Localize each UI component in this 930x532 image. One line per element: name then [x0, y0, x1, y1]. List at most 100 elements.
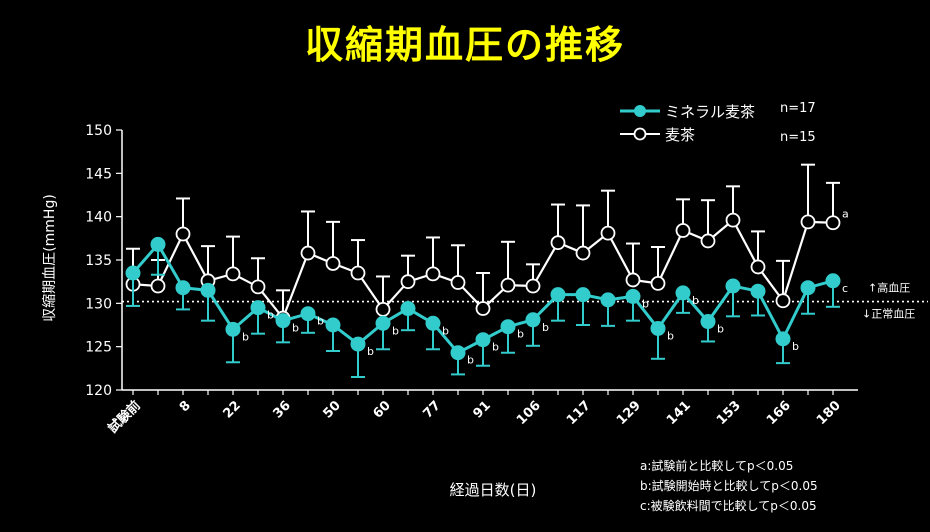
- mineral-barley-tea-point: [150, 236, 166, 252]
- mineral-barley-tea-annotation: b: [542, 321, 549, 334]
- mineral-barley-tea-annotation: b: [692, 294, 699, 307]
- mineral-barley-tea-annotation: b: [667, 329, 674, 342]
- barley-tea-point: [725, 212, 741, 228]
- mineral-barley-tea-point: [650, 320, 666, 336]
- barley-tea-point: [150, 278, 166, 294]
- barley-tea-point: [550, 235, 566, 251]
- reference-below-label: ↓正常血圧: [862, 307, 915, 321]
- barley-tea-point: [775, 293, 791, 309]
- x-tick-label: 117: [564, 398, 594, 428]
- mineral-barley-tea-point: [300, 306, 316, 322]
- barley-tea-point: [750, 259, 766, 275]
- x-tick-label: 91: [470, 398, 493, 421]
- barley-tea-point: [700, 233, 716, 249]
- x-tick-label: 8: [177, 398, 194, 415]
- footnote-a: a:試験前と比較してp＜0.05: [640, 459, 794, 473]
- footnote-c: c:被験飲料間で比較してp＜0.05: [640, 499, 817, 513]
- x-axis-label: 経過日数(日): [450, 481, 537, 499]
- x-tick-label: 77: [420, 398, 443, 421]
- mineral-barley-tea-point: [225, 321, 241, 337]
- barley-tea-point: [600, 225, 616, 241]
- x-tick-label: 129: [614, 398, 644, 428]
- mineral-barley-tea-point: [825, 273, 841, 289]
- mineral-barley-tea-point: [775, 331, 791, 347]
- mineral-barley-tea-point: [700, 314, 716, 330]
- mineral-barley-tea-annotation: b: [717, 323, 724, 336]
- barley-tea-point: [175, 226, 191, 242]
- reference-above-label: ↑高血圧: [868, 281, 910, 295]
- y-tick-label: 125: [85, 340, 112, 356]
- x-tick-label: 106: [514, 398, 544, 428]
- barley-tea-point: [825, 215, 841, 231]
- footnote-b: b:試験開始時と比較してp＜0.05: [640, 479, 818, 493]
- mineral-barley-tea-annotation: b: [267, 309, 274, 322]
- x-tick-label: 36: [270, 398, 293, 421]
- barley-tea-point: [575, 245, 591, 261]
- barley-tea-point: [250, 279, 266, 295]
- mineral-barley-tea-point: [175, 280, 191, 296]
- barley-tea-point: [475, 301, 491, 316]
- x-tick-label: 166: [764, 398, 794, 428]
- mineral-barley-tea-point: [400, 301, 416, 317]
- legend-mineral-label: ミネラル麦茶: [665, 103, 755, 121]
- x-tick-label: 60: [370, 398, 393, 421]
- series-mineral-barley-tea: b b b b b b b b b b b b b b b b c: [125, 236, 848, 378]
- x-tick-label: 180: [814, 398, 844, 428]
- mineral-barley-tea-point: [550, 287, 566, 303]
- mineral-barley-tea-point: [500, 319, 516, 335]
- mineral-barley-tea-point: [600, 292, 616, 308]
- barley-tea-point: [375, 301, 391, 317]
- barley-tea-point: [625, 272, 641, 288]
- mineral-barley-tea-point: [350, 336, 366, 352]
- mineral-barley-tea-point: [125, 265, 141, 281]
- mineral-barley-tea-annotation: c: [842, 282, 848, 295]
- barley-tea-point: [350, 265, 366, 281]
- mineral-barley-tea-point: [725, 278, 741, 294]
- mineral-barley-tea-annotation: b: [392, 324, 399, 337]
- barley-tea-point: [400, 274, 416, 290]
- y-tick-label: 150: [85, 123, 112, 139]
- mineral-barley-tea-point: [425, 315, 441, 331]
- mineral-barley-tea-point: [475, 332, 491, 348]
- reference-line-group: ↑高血圧 ↓正常血圧: [122, 281, 928, 321]
- barley-tea-point: [450, 275, 466, 290]
- mineral-barley-tea-point: [575, 287, 591, 303]
- barley-tea-point: [675, 223, 691, 238]
- x-tick-label: 試験前: [105, 398, 144, 437]
- barley-tea-point: [300, 245, 316, 261]
- mineral-barley-tea-point: [450, 345, 466, 361]
- mineral-barley-tea-annotation: b: [442, 324, 449, 337]
- legend-mineral-n: n=17: [780, 101, 816, 116]
- mineral-barley-tea-point: [200, 282, 216, 298]
- y-tick-label: 145: [85, 166, 112, 182]
- chart-legend: ミネラル麦茶 n=17 麦茶 n=15: [620, 101, 816, 145]
- mineral-barley-tea-annotation: b: [367, 345, 374, 358]
- mineral-barley-tea-point: [525, 312, 541, 328]
- x-tick-label: 22: [220, 398, 243, 421]
- legend-barley-marker: [633, 127, 647, 141]
- legend-barley-label: 麦茶: [665, 126, 695, 144]
- y-axis-label: 収縮期血圧(mmHg): [42, 194, 58, 322]
- mineral-barley-tea-point: [325, 317, 341, 333]
- mineral-barley-tea-point: [750, 283, 766, 299]
- barley-tea-point: [425, 266, 441, 282]
- y-tick-label: 140: [85, 210, 112, 226]
- mineral-barley-tea-annotation: b: [517, 328, 524, 341]
- x-tick-label: 50: [320, 398, 343, 421]
- x-tick-label: 153: [714, 398, 744, 428]
- barley-tea-point: [525, 278, 541, 294]
- mineral-barley-tea-point: [675, 285, 691, 301]
- mineral-barley-tea-point: [625, 288, 641, 304]
- y-tick-label: 130: [85, 296, 112, 312]
- barley-tea-point: [325, 256, 341, 271]
- mineral-barley-tea-annotation: b: [492, 341, 499, 354]
- y-tick-label: 120: [85, 383, 112, 399]
- x-tick-label: 141: [664, 398, 694, 428]
- barley-tea-annotation: a: [842, 208, 849, 221]
- mineral-barley-tea-annotation: b: [317, 315, 324, 328]
- mineral-barley-tea-annotation: b: [242, 330, 249, 343]
- mineral-barley-tea-annotation: b: [642, 297, 649, 310]
- mineral-barley-tea-annotation: b: [292, 322, 299, 335]
- page-title: 収縮期血圧の推移: [304, 23, 625, 67]
